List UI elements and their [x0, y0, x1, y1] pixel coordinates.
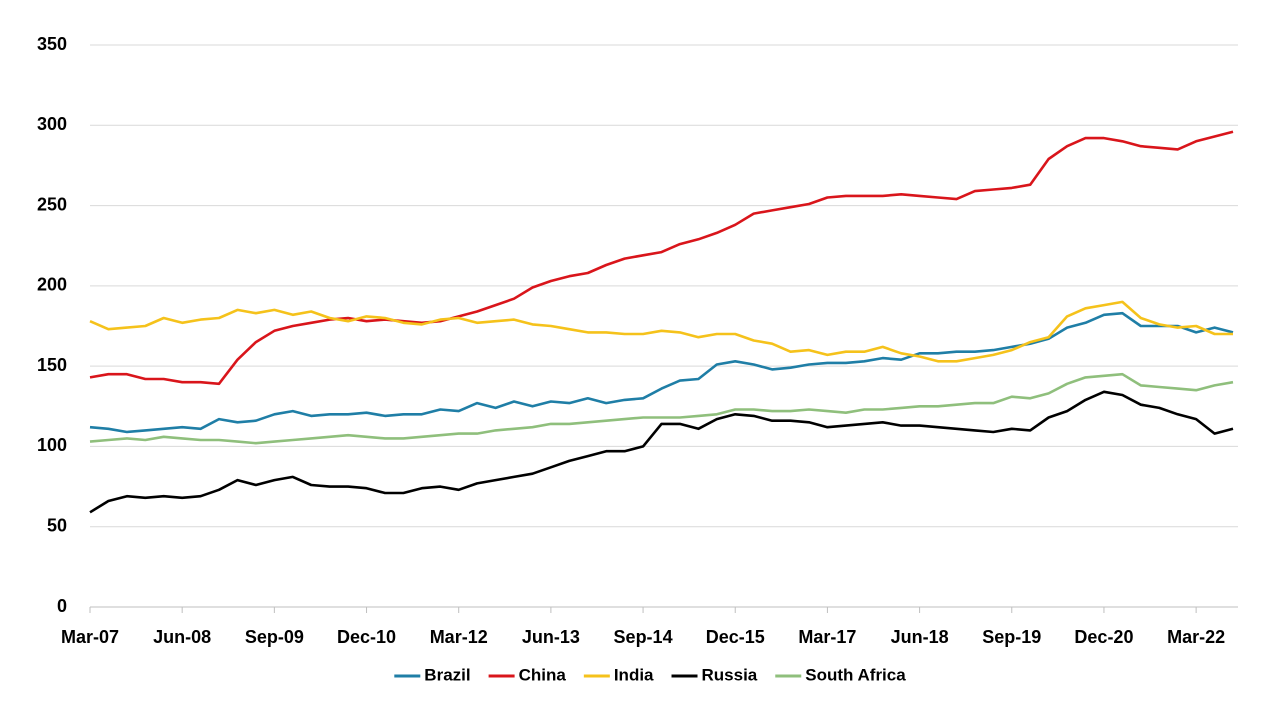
y-tick-label: 150: [37, 355, 67, 375]
legend-item: India: [583, 665, 654, 684]
y-tick-label: 200: [37, 275, 67, 295]
y-tick-label: 0: [57, 596, 67, 616]
legend: Brazil China India Russia South Africa: [394, 665, 906, 684]
y-tick-label: 100: [37, 435, 67, 455]
legend-label: India: [614, 665, 654, 684]
legend-label: China: [519, 665, 567, 684]
legend-item: China: [488, 665, 567, 684]
y-tick-label: 250: [37, 194, 67, 214]
x-tick-label: Jun-18: [891, 627, 949, 647]
grid: [90, 44, 1238, 528]
x-tick-label: Mar-07: [61, 627, 119, 647]
legend-item: South Africa: [775, 665, 906, 684]
x-tick-label: Sep-14: [614, 627, 673, 647]
series-line: [89, 300, 1233, 363]
series-line: [89, 390, 1234, 514]
series-line: [89, 372, 1234, 445]
legend-label: Russia: [702, 665, 758, 684]
y-tick-label: 300: [37, 114, 67, 134]
x-tick-label: Dec-20: [1074, 627, 1133, 647]
x-tick-label: Sep-09: [245, 627, 304, 647]
series-line: [89, 311, 1234, 434]
legend-item: Russia: [671, 665, 758, 684]
y-tick-label: 50: [47, 515, 67, 535]
x-tick-label: Dec-15: [706, 627, 765, 647]
legend-item: Brazil: [394, 665, 471, 684]
legend-label: Brazil: [424, 665, 470, 684]
x-tick-label: Jun-08: [153, 627, 211, 647]
x-tick-label: Mar-22: [1167, 627, 1225, 647]
x-tick-label: Mar-12: [430, 627, 488, 647]
legend-label: South Africa: [805, 665, 906, 684]
x-tick-label: Mar-17: [798, 627, 856, 647]
series-line: [89, 130, 1234, 386]
x-tick-label: Jun-13: [522, 627, 580, 647]
x-tick-label: Dec-10: [337, 627, 396, 647]
y-tick-label: 350: [37, 34, 67, 54]
x-tick-label: Sep-19: [982, 627, 1041, 647]
